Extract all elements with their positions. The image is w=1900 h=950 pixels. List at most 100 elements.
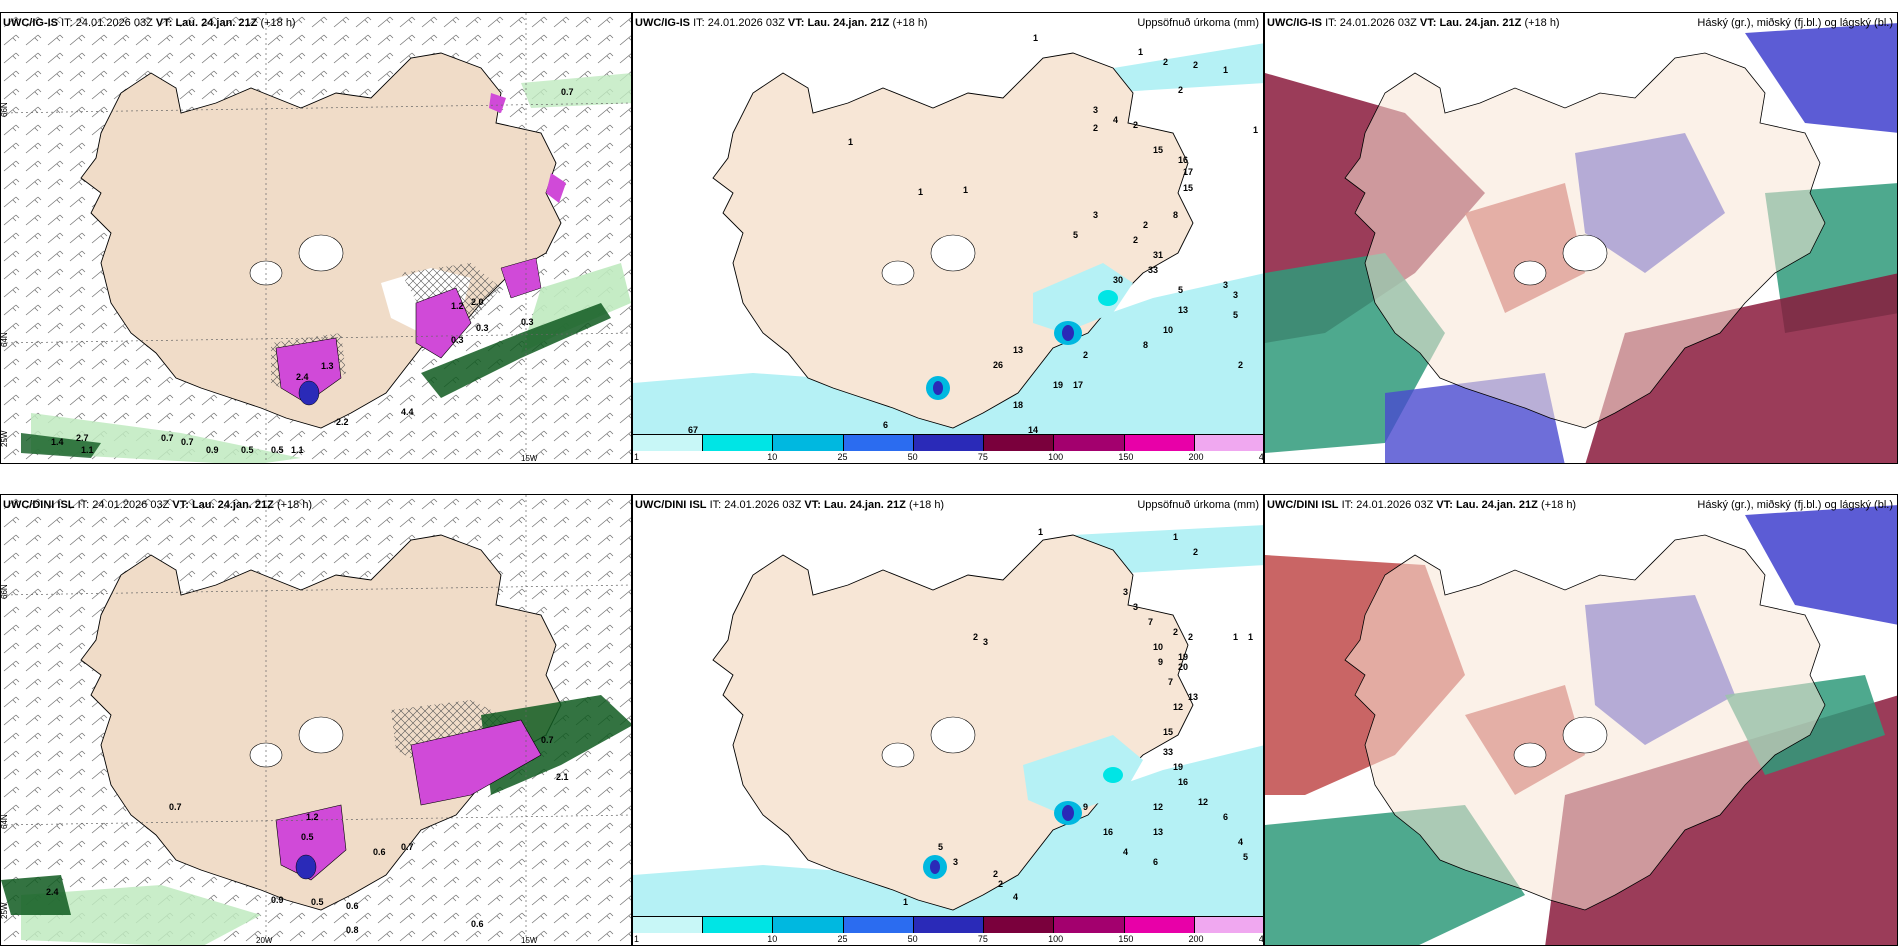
- map-value-label: 18: [1013, 400, 1023, 410]
- map-value-label: 5: [1233, 310, 1238, 320]
- map-value-label: 0.3: [451, 335, 464, 345]
- map-value-label: 3: [1093, 105, 1098, 115]
- colorbar-swatch: [984, 435, 1055, 451]
- axis-label-lon15: 15W: [521, 454, 538, 463]
- map-value-label: 9: [1083, 802, 1088, 812]
- colorbar-tick-label: 200: [1188, 934, 1204, 944]
- map-value-label: 16: [1103, 827, 1113, 837]
- panel-field-title: Uppsöfnuð úrkoma (mm): [1137, 17, 1259, 29]
- axis-label-lon15: 15W: [521, 936, 538, 945]
- map-value-label: 0.6: [373, 847, 386, 857]
- map-value-label: 33: [1148, 265, 1158, 275]
- map-value-label: 1: [1253, 125, 1258, 135]
- panel-title: UWC/DINI ISL IT: 24.01.2026 03Z VT: Lau.…: [3, 499, 313, 511]
- map-value-label: 0.7: [169, 802, 182, 812]
- map-value-label: 2: [993, 869, 998, 879]
- map-value-label: 6: [1223, 812, 1228, 822]
- map-value-label: 2.2: [336, 417, 349, 427]
- colorbar-swatch: [773, 917, 844, 933]
- map-value-label: 4.4: [401, 407, 414, 417]
- panel-title: UWC/DINI ISL IT: 24.01.2026 03Z VT: Lau.…: [1267, 499, 1577, 511]
- map-value-label: 1: [1223, 65, 1228, 75]
- map-value-label: 0.3: [476, 323, 489, 333]
- axis-label-lat66: 66N: [1, 102, 9, 117]
- colorbar-tick-label: 25: [837, 452, 848, 462]
- map-value-label: 7: [1168, 677, 1173, 687]
- precip-colorbar: 1 10 25 50 75 100 150 200 400: [633, 916, 1263, 945]
- map-value-label: 7: [1148, 617, 1153, 627]
- map-value-label: 0.6: [471, 919, 484, 929]
- colorbar-swatch: [984, 917, 1055, 933]
- panel-field-title: Háský (gr.), miðský (fj.bl.) og lágský (…: [1697, 499, 1893, 511]
- map-value-label: 13: [1188, 692, 1198, 702]
- map-value-label: 2: [1133, 235, 1138, 245]
- map-value-label: 19: [1053, 380, 1063, 390]
- map-value-label: 0.7: [161, 433, 174, 443]
- colorbar-swatch: [633, 917, 704, 933]
- colorbar-tick-label: 150: [1118, 452, 1134, 462]
- map-value-label: 0.5: [301, 832, 314, 842]
- panel-bottom-left-wind-precip: UWC/DINI ISL IT: 24.01.2026 03Z VT: Lau.…: [0, 494, 632, 946]
- axis-label-lat66: 66N: [1, 584, 9, 599]
- map-value-label: 4: [1113, 115, 1118, 125]
- colorbar-tick-label: 100: [1048, 452, 1064, 462]
- map-value-label: 15: [1183, 183, 1193, 193]
- map-value-label: 1: [1038, 527, 1043, 537]
- colorbar-swatch: [913, 435, 985, 451]
- map-value-label: 15: [1153, 145, 1163, 155]
- map-value-label: 30: [1113, 275, 1123, 285]
- axis-label-lon20: 20W: [256, 936, 273, 945]
- map-value-label: 2: [1133, 120, 1138, 130]
- map-value-label: 1.2: [306, 812, 319, 822]
- panel-title: UWC/IG-IS IT: 24.01.2026 03Z VT: Lau. 24…: [1267, 17, 1560, 29]
- map-value-label: 0.3: [521, 317, 534, 327]
- map-value-label: 1: [1033, 33, 1038, 43]
- map-value-label: 1: [1173, 532, 1178, 542]
- map-value-label: 2: [1143, 220, 1148, 230]
- map-value-label: 8: [1173, 210, 1178, 220]
- map-value-label: 1: [1248, 632, 1253, 642]
- colorbar-swatch: [843, 917, 914, 933]
- map-value-label: 5: [938, 842, 943, 852]
- map-value-label: 1: [1138, 47, 1143, 57]
- panel-bottom-middle-accumulated-precip: UWC/DINI ISL IT: 24.01.2026 03Z VT: Lau.…: [632, 494, 1264, 946]
- map-value-label: 1.1: [81, 445, 94, 455]
- colorbar-tick-label: 50: [907, 934, 918, 944]
- map-value-label: 2.4: [46, 887, 59, 897]
- map-value-label: 2: [1173, 627, 1178, 637]
- map-value-label: 3: [1093, 210, 1098, 220]
- colorbar-tick-label: 75: [977, 934, 988, 944]
- panel-top-middle-accumulated-precip: UWC/IG-IS IT: 24.01.2026 03Z VT: Lau. 24…: [632, 12, 1264, 464]
- colorbar-swatch: [913, 917, 985, 933]
- map-value-label: 26: [993, 360, 1003, 370]
- panel-top-right-cloud-cover: UWC/IG-IS IT: 24.01.2026 03Z VT: Lau. 24…: [1264, 12, 1898, 464]
- colorbar-swatch: [703, 917, 774, 933]
- map-value-label: 1: [963, 185, 968, 195]
- map-value-label: 13: [1013, 345, 1023, 355]
- map-value-label: 16: [1178, 777, 1188, 787]
- map-value-label: 8: [1143, 340, 1148, 350]
- colorbar-swatch: [1124, 917, 1195, 933]
- colorbar-tick-label: 400: [1258, 452, 1264, 462]
- map-value-label: 5: [1073, 230, 1078, 240]
- axis-label-lon25: 25W: [1, 430, 9, 447]
- precip-colorbar: 1 10 25 50 75 100 150 200 400: [633, 434, 1263, 463]
- map-value-label: 20: [1178, 662, 1188, 672]
- map-value-label: 1.3: [321, 361, 334, 371]
- map-value-label: 0.6: [346, 901, 359, 911]
- map-value-label: 3: [953, 857, 958, 867]
- colorbar-swatch: [1124, 435, 1195, 451]
- map-value-label: 2: [973, 632, 978, 642]
- map-value-label: 6: [1153, 857, 1158, 867]
- map-value-label: 2: [1083, 350, 1088, 360]
- colorbar-tick-label: 100: [1048, 934, 1064, 944]
- map-value-label: 3: [1223, 280, 1228, 290]
- map-value-label: 4: [1013, 892, 1018, 902]
- map-value-label: 2: [1188, 632, 1193, 642]
- map-value-label: 0.9: [271, 895, 284, 905]
- map-value-label: 19: [1178, 652, 1188, 662]
- colorbar-tick-label: 200: [1188, 452, 1204, 462]
- axis-label-lon25: 25W: [1, 902, 9, 919]
- colorbar-swatch: [703, 435, 774, 451]
